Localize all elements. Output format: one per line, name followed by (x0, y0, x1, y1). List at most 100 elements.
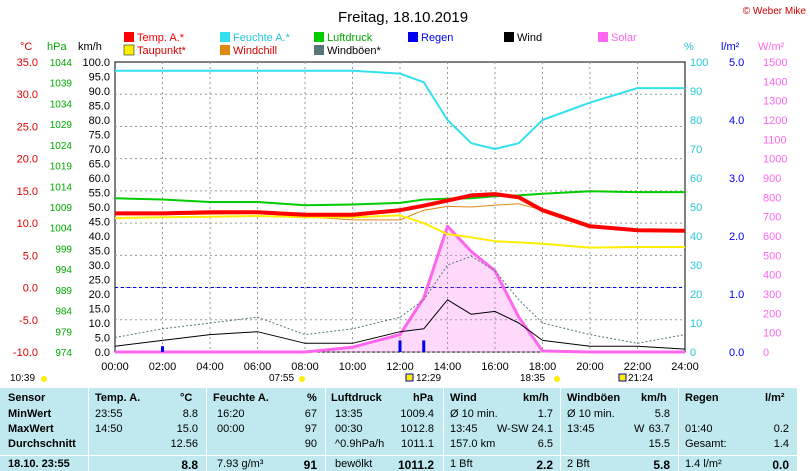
legend-swatch-windchill (220, 45, 230, 55)
summary-cell-boeen-desc: 13:45 (567, 423, 595, 435)
legend-label-windchill: Windchill (233, 45, 277, 57)
tick-label: 989 (55, 286, 72, 297)
sun-marker-left: 10:39 (10, 373, 35, 384)
tick-label: 0.0 (95, 347, 110, 359)
summary-cell-label: Durchschnitt (8, 438, 76, 450)
summary-cell-feuchte-val: 67 (304, 408, 317, 420)
header-temp: Temp. A. (95, 392, 141, 404)
tick-label: 0 (690, 347, 696, 359)
tick-label: 40 (690, 231, 702, 243)
legend-label-windboeen: Windböen* (327, 45, 382, 57)
tick-label: 70.0 (89, 144, 110, 156)
legend-label-feuchte: Feuchte A.* (233, 32, 291, 44)
rain-bar (422, 340, 426, 352)
summary-cell-feuchte-val: 90 (304, 438, 317, 450)
axis-ticks: 35.0 30.0 25.0 20.0 15.0 10.0 5.0 0.0 -5.0 -10.0 1… (13, 57, 788, 373)
summary-cell-wind-val: 2.2 (536, 458, 553, 471)
x-tick-label: 14:00 (434, 361, 462, 373)
header-temp-unit: °C (180, 392, 193, 404)
tick-label: 1029 (50, 120, 73, 131)
x-tick-label: 16:00 (481, 361, 509, 373)
sunrise-time: 07:55 (269, 373, 294, 384)
summary-cell-wind-dir: W-SW (497, 423, 529, 435)
legend-swatch-temp (124, 32, 134, 42)
tick-label: 100 (763, 328, 781, 340)
tick-label: 1034 (50, 99, 73, 110)
rain-bar (161, 346, 164, 352)
legend-swatch-luftdruck (314, 32, 324, 42)
summary-cell-druck-val: 1011.1 (401, 438, 434, 450)
tick-label: 5.0 (23, 250, 38, 262)
series-line-luftdruck (114, 190, 685, 207)
tick-label: 20.0 (89, 289, 110, 301)
summary-cell-feuchte-time: 7.93 g/m³ (217, 458, 264, 470)
tick-label: 50 (690, 202, 702, 214)
x-tick-label: 22:00 (624, 361, 652, 373)
x-tick-label: 02:00 (149, 361, 177, 373)
axis-unit-wm2: W/m² (758, 41, 785, 53)
x-tick-label: 12:00 (386, 361, 414, 373)
tick-label: 25.0 (89, 275, 110, 287)
axis-unit-lm2: l/m² (721, 41, 740, 53)
tick-label: 10.0 (17, 218, 38, 230)
summary-cell-wind-desc: 157.0 km (450, 438, 496, 450)
summary-cell-druck-time: 13:35 (335, 408, 363, 420)
summary-cell-feuchte-time: 00:00 (217, 423, 245, 435)
summary-cell-wind-desc: 13:45 (450, 423, 478, 435)
tick-label: 984 (55, 307, 72, 318)
series-line-tempa (115, 192, 686, 233)
legend-swatch-wind (504, 32, 514, 42)
tick-label: 1500 (763, 57, 787, 69)
axis-unit-kmh: km/h (78, 41, 102, 53)
tick-label: 15.0 (89, 304, 110, 316)
summary-cell-boeen-val: 5.8 (653, 458, 670, 471)
tick-label: 1300 (763, 96, 787, 108)
tick-label: 400 (763, 270, 781, 282)
summary-cell-boeen-val: 63.7 (648, 423, 670, 435)
summary-cell-boeen-desc: 2 Bft (567, 458, 590, 470)
x-tick-label: 10:00 (339, 361, 367, 373)
tick-label: 1100 (763, 134, 787, 146)
summary-cell-label: MinWert (8, 408, 52, 420)
tick-label: 974 (55, 348, 72, 359)
tick-label: 90.0 (89, 86, 110, 98)
tick-label: 1009 (50, 203, 73, 214)
summary-cell-temp-time: 14:50 (95, 423, 123, 435)
legend-swatch-solar (598, 32, 608, 42)
legend-label-regen: Regen (421, 32, 453, 44)
tick-label: 1044 (50, 58, 73, 69)
noon-time: 12:29 (416, 373, 441, 384)
series-line-windböen (114, 255, 686, 344)
sun-markers: 10:39 07:55 12:29 18:35 21:24 (10, 373, 653, 384)
header-druck: Luftdruck (331, 392, 382, 404)
summary-cell-wind-val: 6.5 (537, 438, 553, 450)
summary-cell-regen-val: 0.2 (773, 423, 789, 435)
tick-label: 0 (763, 347, 769, 359)
summary-cell-druck-time: ^0.9hPa/h (335, 438, 385, 450)
tick-label: 30.0 (89, 260, 110, 272)
tick-label: 60.0 (89, 173, 110, 185)
tick-label: 60 (690, 173, 702, 185)
summary-cell-feuchte-val: 97 (304, 423, 317, 435)
summary-cell-temp-time: 23:55 (95, 408, 123, 420)
summary-cell-wind-desc: 1 Bft (450, 458, 473, 470)
header-boeen-unit: km/h (641, 392, 667, 404)
header-boeen: Windböen (567, 392, 621, 404)
tick-label: 900 (763, 173, 781, 185)
header-sensor: Sensor (8, 392, 46, 404)
summary-cell-temp-val: 8.8 (181, 458, 198, 471)
tick-label: 0.0 (729, 347, 744, 359)
tick-label: 1024 (50, 141, 73, 152)
tick-label: 300 (763, 289, 781, 301)
tick-label: 75.0 (89, 130, 110, 142)
tick-label: 200 (763, 308, 781, 320)
summary-cell-druck-time: bewölkt (335, 458, 373, 470)
tick-label: 100 (690, 57, 708, 69)
tick-label: 700 (763, 212, 781, 224)
header-regen-unit: l/m² (765, 392, 785, 404)
summary-cell-regen-desc: 1.4 l/m² (685, 458, 722, 470)
series-line-wind (114, 299, 686, 350)
header-druck-unit: hPa (413, 392, 434, 404)
tick-label: 500 (763, 250, 781, 262)
summary-cell-regen-val: 0.0 (772, 458, 789, 471)
